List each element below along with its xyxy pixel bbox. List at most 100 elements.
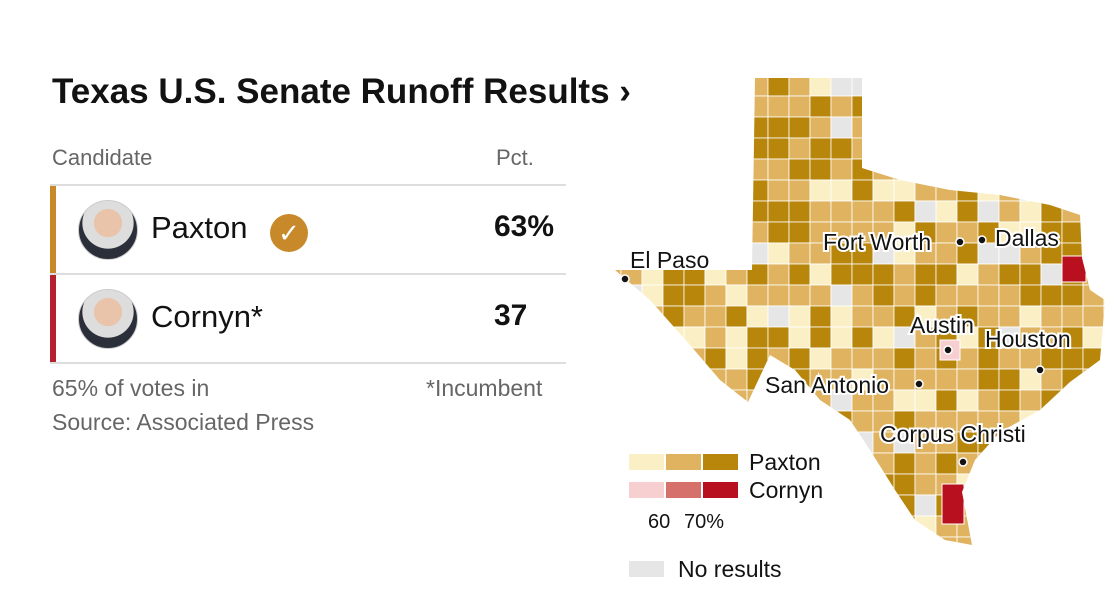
county xyxy=(1082,200,1105,223)
county xyxy=(767,305,790,328)
county xyxy=(641,179,664,202)
county xyxy=(683,116,706,139)
county xyxy=(683,347,706,370)
county xyxy=(809,305,832,328)
county xyxy=(830,200,853,223)
county xyxy=(998,473,1021,496)
county xyxy=(615,200,622,223)
county xyxy=(809,410,832,433)
divider xyxy=(50,273,566,275)
county xyxy=(872,536,895,545)
county xyxy=(914,515,937,538)
county xyxy=(620,389,643,412)
county xyxy=(704,221,727,244)
county xyxy=(788,536,811,545)
county xyxy=(683,200,706,223)
county xyxy=(830,494,853,517)
county xyxy=(1103,410,1105,433)
county xyxy=(788,410,811,433)
county xyxy=(767,179,790,202)
county xyxy=(620,179,643,202)
county xyxy=(893,347,916,370)
county xyxy=(872,515,895,538)
county xyxy=(1061,137,1084,160)
county xyxy=(1019,515,1042,538)
county xyxy=(746,116,769,139)
county xyxy=(893,78,916,97)
county xyxy=(914,494,937,517)
county xyxy=(1040,95,1063,118)
county xyxy=(1040,431,1063,454)
county xyxy=(683,410,706,433)
county xyxy=(615,452,622,475)
county xyxy=(1061,78,1084,97)
pct: 63% xyxy=(494,210,555,243)
county xyxy=(683,389,706,412)
county xyxy=(830,263,853,286)
county xyxy=(725,263,748,286)
county xyxy=(1061,389,1084,412)
county xyxy=(662,200,685,223)
county xyxy=(704,95,727,118)
county xyxy=(704,116,727,139)
county xyxy=(615,263,622,286)
column-header: Pct. xyxy=(496,145,534,170)
county xyxy=(872,494,895,517)
city-label: Dallas xyxy=(995,225,1059,251)
county xyxy=(704,326,727,349)
county xyxy=(851,179,874,202)
county xyxy=(935,179,958,202)
county xyxy=(641,95,664,118)
county xyxy=(998,95,1021,118)
county xyxy=(615,431,622,454)
county xyxy=(767,95,790,118)
county xyxy=(662,158,685,181)
county xyxy=(1103,494,1105,517)
county xyxy=(662,536,685,545)
county xyxy=(1040,410,1063,433)
county xyxy=(641,347,664,370)
county xyxy=(851,95,874,118)
county xyxy=(746,536,769,545)
county xyxy=(615,473,622,496)
row-bar xyxy=(50,186,56,274)
county xyxy=(725,515,748,538)
county xyxy=(1061,221,1084,244)
county xyxy=(872,137,895,160)
county xyxy=(725,536,748,545)
county xyxy=(1019,179,1042,202)
county xyxy=(662,410,685,433)
county xyxy=(620,536,643,545)
county xyxy=(893,137,916,160)
county xyxy=(872,116,895,139)
county xyxy=(788,515,811,538)
county xyxy=(1061,431,1084,454)
county xyxy=(998,200,1021,223)
county xyxy=(935,452,958,475)
county xyxy=(662,95,685,118)
county xyxy=(977,179,1000,202)
county xyxy=(851,116,874,139)
county xyxy=(956,536,979,545)
county xyxy=(1040,137,1063,160)
county xyxy=(914,347,937,370)
county xyxy=(851,158,874,181)
city-dot xyxy=(955,237,965,247)
legend-label: Paxton xyxy=(749,449,821,475)
county xyxy=(809,179,832,202)
county xyxy=(1061,473,1084,496)
title[interactable]: Texas U.S. Senate Runoff Results › xyxy=(52,72,631,111)
county xyxy=(704,389,727,412)
county xyxy=(725,200,748,223)
county xyxy=(1082,95,1105,118)
county xyxy=(914,389,937,412)
county xyxy=(1040,179,1063,202)
county xyxy=(725,221,748,244)
pct: 37 xyxy=(494,299,528,332)
county xyxy=(704,179,727,202)
county xyxy=(767,78,790,97)
county xyxy=(620,494,643,517)
county xyxy=(1082,158,1105,181)
county xyxy=(956,179,979,202)
